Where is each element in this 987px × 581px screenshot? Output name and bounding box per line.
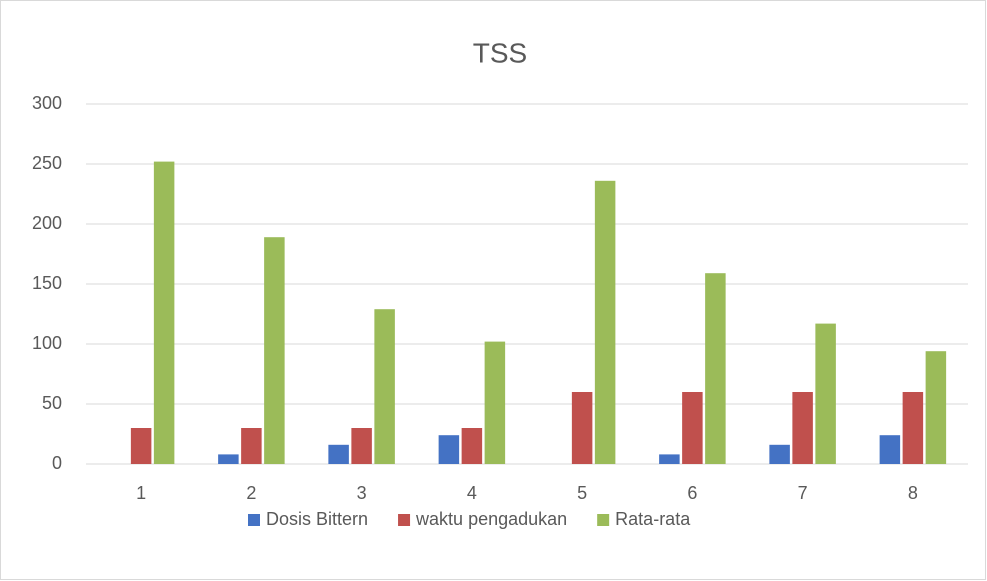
y-tick-label: 200 — [32, 213, 62, 233]
bar — [351, 428, 372, 464]
bar — [769, 444, 790, 464]
bar — [438, 435, 460, 464]
bar — [792, 392, 813, 464]
y-tick-label: 0 — [52, 453, 62, 473]
x-tick-label: 1 — [136, 483, 146, 503]
y-tick-label: 300 — [32, 93, 62, 113]
bar — [484, 341, 506, 464]
x-tick-label: 2 — [246, 483, 256, 503]
bar — [264, 237, 285, 464]
x-tick-label: 7 — [798, 483, 808, 503]
bar — [153, 161, 175, 464]
bar — [461, 428, 483, 464]
bar — [130, 428, 152, 464]
bar — [815, 323, 836, 464]
legend-swatch — [597, 514, 610, 526]
y-tick-label: 150 — [32, 273, 62, 293]
legend-label: waktu pengadukan — [415, 509, 567, 529]
bar — [594, 180, 616, 465]
legend-label: Rata-rata — [615, 509, 691, 529]
x-tick-label: 5 — [577, 483, 587, 503]
bar — [328, 444, 349, 464]
x-tick-label: 8 — [908, 483, 918, 503]
bar — [218, 454, 239, 464]
bar — [241, 428, 262, 464]
bar — [374, 309, 395, 464]
bar — [659, 454, 680, 464]
bar — [879, 435, 901, 464]
bar — [571, 392, 593, 464]
chart-title: TSS — [473, 37, 527, 68]
x-tick-label: 4 — [467, 483, 477, 503]
bar — [682, 392, 703, 464]
bar — [705, 273, 726, 464]
bar — [925, 351, 947, 464]
y-tick-label: 50 — [42, 393, 62, 413]
x-tick-label: 6 — [687, 483, 697, 503]
y-tick-label: 250 — [32, 153, 62, 173]
y-tick-label: 100 — [32, 333, 62, 353]
legend-swatch — [248, 514, 260, 526]
legend-swatch — [398, 514, 411, 526]
x-tick-label: 3 — [357, 483, 367, 503]
legend-label: Dosis Bittern — [266, 509, 368, 529]
bar — [902, 392, 924, 464]
